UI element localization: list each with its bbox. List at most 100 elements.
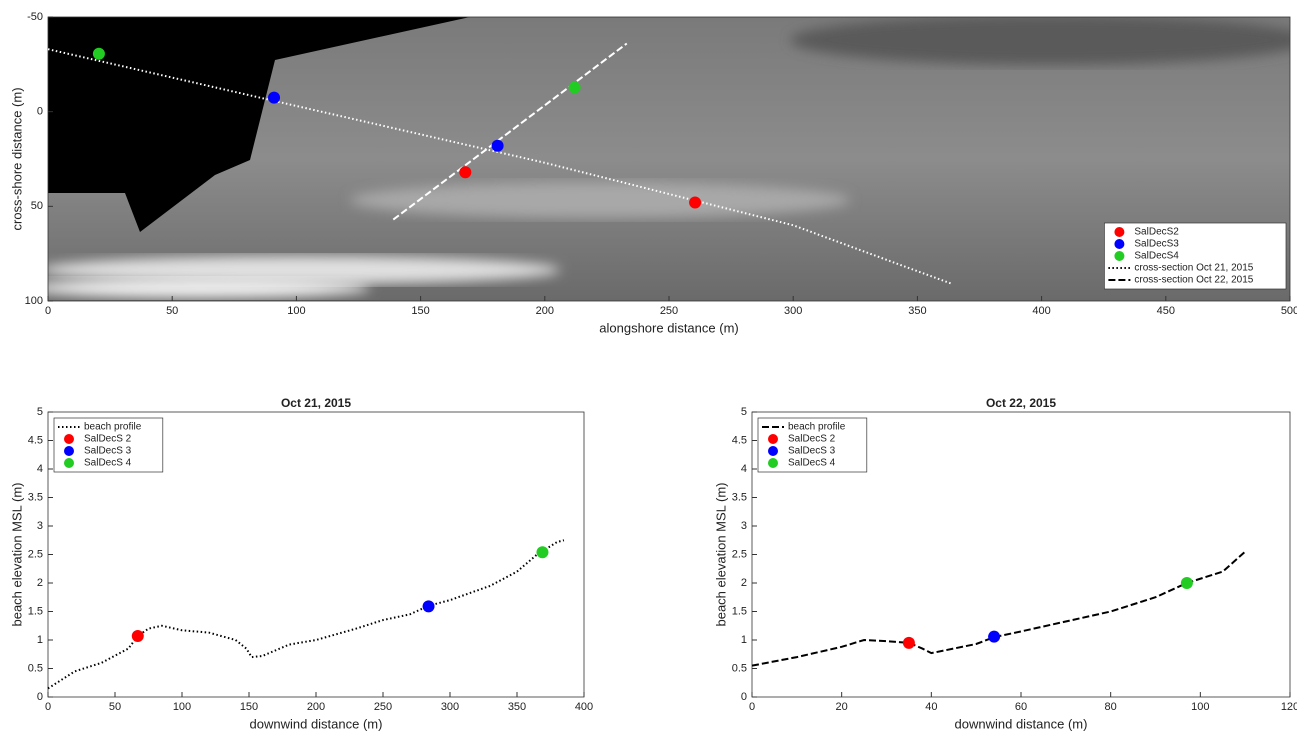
legend-label: SalDecS 2	[84, 434, 132, 445]
station-point	[988, 630, 1001, 643]
station-point	[92, 47, 105, 60]
y-tick-label: 100	[25, 295, 43, 307]
x-tick-label: 80	[1105, 701, 1117, 713]
legend-label: SalDecS 3	[788, 446, 836, 457]
legend-label: cross-section Oct 22, 2015	[1134, 275, 1253, 286]
y-tick-label: 4	[741, 463, 747, 475]
x-tick-label: 350	[508, 701, 526, 713]
x-tick-label: 100	[173, 701, 191, 713]
x-tick-label: 20	[836, 701, 848, 713]
x-tick-label: 60	[1015, 701, 1027, 713]
x-tick-label: 150	[240, 701, 258, 713]
legend-marker	[64, 434, 74, 444]
y-tick-label: 4	[37, 463, 43, 475]
y-tick-label: 2.5	[732, 548, 747, 560]
x-tick-label: 40	[925, 701, 937, 713]
y-tick-label: 2	[741, 577, 747, 589]
y-tick-label: 0	[741, 691, 747, 703]
profile-line	[47, 539, 565, 690]
legend-label: SalDecS3	[1134, 239, 1179, 250]
legend-label: SalDecS 4	[84, 458, 132, 469]
y-tick-label: 3	[741, 520, 747, 532]
x-tick-label: 150	[411, 305, 429, 317]
legend-label: beach profile	[788, 422, 846, 433]
y-tick-label: 1.5	[28, 605, 43, 617]
station-point	[131, 630, 144, 643]
station-point	[268, 91, 281, 104]
legend-label: cross-section Oct 21, 2015	[1134, 263, 1253, 274]
x-tick-label: 300	[441, 701, 459, 713]
x-tick-label: 120	[1281, 701, 1297, 713]
legend-label: SalDecS 4	[788, 458, 836, 469]
y-tick-label: 0	[37, 691, 43, 703]
legend-marker	[768, 458, 778, 468]
legend-marker	[64, 446, 74, 456]
x-tick-label: 350	[908, 305, 926, 317]
legend-marker	[1114, 239, 1125, 249]
x-tick-label: 400	[575, 701, 593, 713]
legend-marker	[1114, 251, 1125, 261]
y-tick-label: 2	[37, 577, 43, 589]
legend-label: SalDecS2	[1134, 227, 1179, 238]
profile-line	[751, 550, 1246, 667]
y-tick-label: 3	[37, 520, 43, 532]
x-tick-label: 0	[45, 701, 51, 713]
y-tick-label: 3.5	[732, 491, 747, 503]
y-tick-label: 0	[37, 106, 43, 118]
y-tick-label: 4.5	[28, 434, 43, 446]
station-point	[536, 546, 549, 559]
x-tick-label: 100	[1191, 701, 1209, 713]
chart-title: Oct 21, 2015	[281, 396, 351, 410]
x-tick-label: 50	[109, 701, 121, 713]
x-tick-label: 300	[784, 305, 802, 317]
x-axis-label: alongshore distance (m)	[599, 320, 738, 335]
legend-label: SalDecS4	[1134, 251, 1179, 262]
y-axis-label: beach elevation MSL (m)	[9, 482, 24, 626]
station-point	[422, 600, 435, 613]
x-axis-label: downwind distance (m)	[250, 716, 383, 731]
y-tick-label: 0.5	[732, 662, 747, 674]
y-tick-label: 4.5	[732, 434, 747, 446]
chart-title: Oct 22, 2015	[986, 396, 1056, 410]
x-tick-label: 500	[1281, 305, 1297, 317]
x-tick-label: 0	[749, 701, 755, 713]
aerial-image	[48, 17, 1290, 301]
x-tick-label: 200	[307, 701, 325, 713]
y-axis-label: beach elevation MSL (m)	[713, 482, 728, 626]
y-tick-label: 1.5	[732, 605, 747, 617]
x-tick-label: 0	[45, 305, 51, 317]
station-point	[568, 81, 581, 94]
legend-marker	[1114, 227, 1125, 237]
x-tick-label: 250	[660, 305, 678, 317]
y-tick-label: 3.5	[28, 491, 43, 503]
profile-line	[47, 48, 953, 285]
x-tick-label: 100	[287, 305, 305, 317]
station-point	[902, 636, 915, 649]
legend-label: SalDecS 3	[84, 446, 132, 457]
y-tick-label: 1	[37, 634, 43, 646]
x-tick-label: 200	[536, 305, 554, 317]
legend-marker	[768, 446, 778, 456]
x-tick-label: 250	[374, 701, 392, 713]
y-tick-label: 5	[37, 406, 43, 418]
profile-line	[392, 42, 628, 221]
legend-box	[1104, 222, 1287, 290]
y-tick-label: 2.5	[28, 548, 43, 560]
legend-marker	[64, 458, 74, 468]
legend-label: beach profile	[84, 422, 142, 433]
y-tick-label: 5	[741, 406, 747, 418]
station-point	[459, 166, 472, 179]
y-axis-label: cross-shore distance (m)	[9, 87, 24, 230]
x-axis-label: downwind distance (m)	[955, 716, 1088, 731]
legend-label: SalDecS 2	[788, 434, 836, 445]
x-tick-label: 450	[1157, 305, 1175, 317]
y-tick-label: -50	[27, 11, 43, 23]
station-point	[1180, 577, 1193, 589]
x-tick-label: 400	[1032, 305, 1050, 317]
station-point	[491, 139, 504, 152]
y-tick-label: 50	[31, 200, 43, 212]
